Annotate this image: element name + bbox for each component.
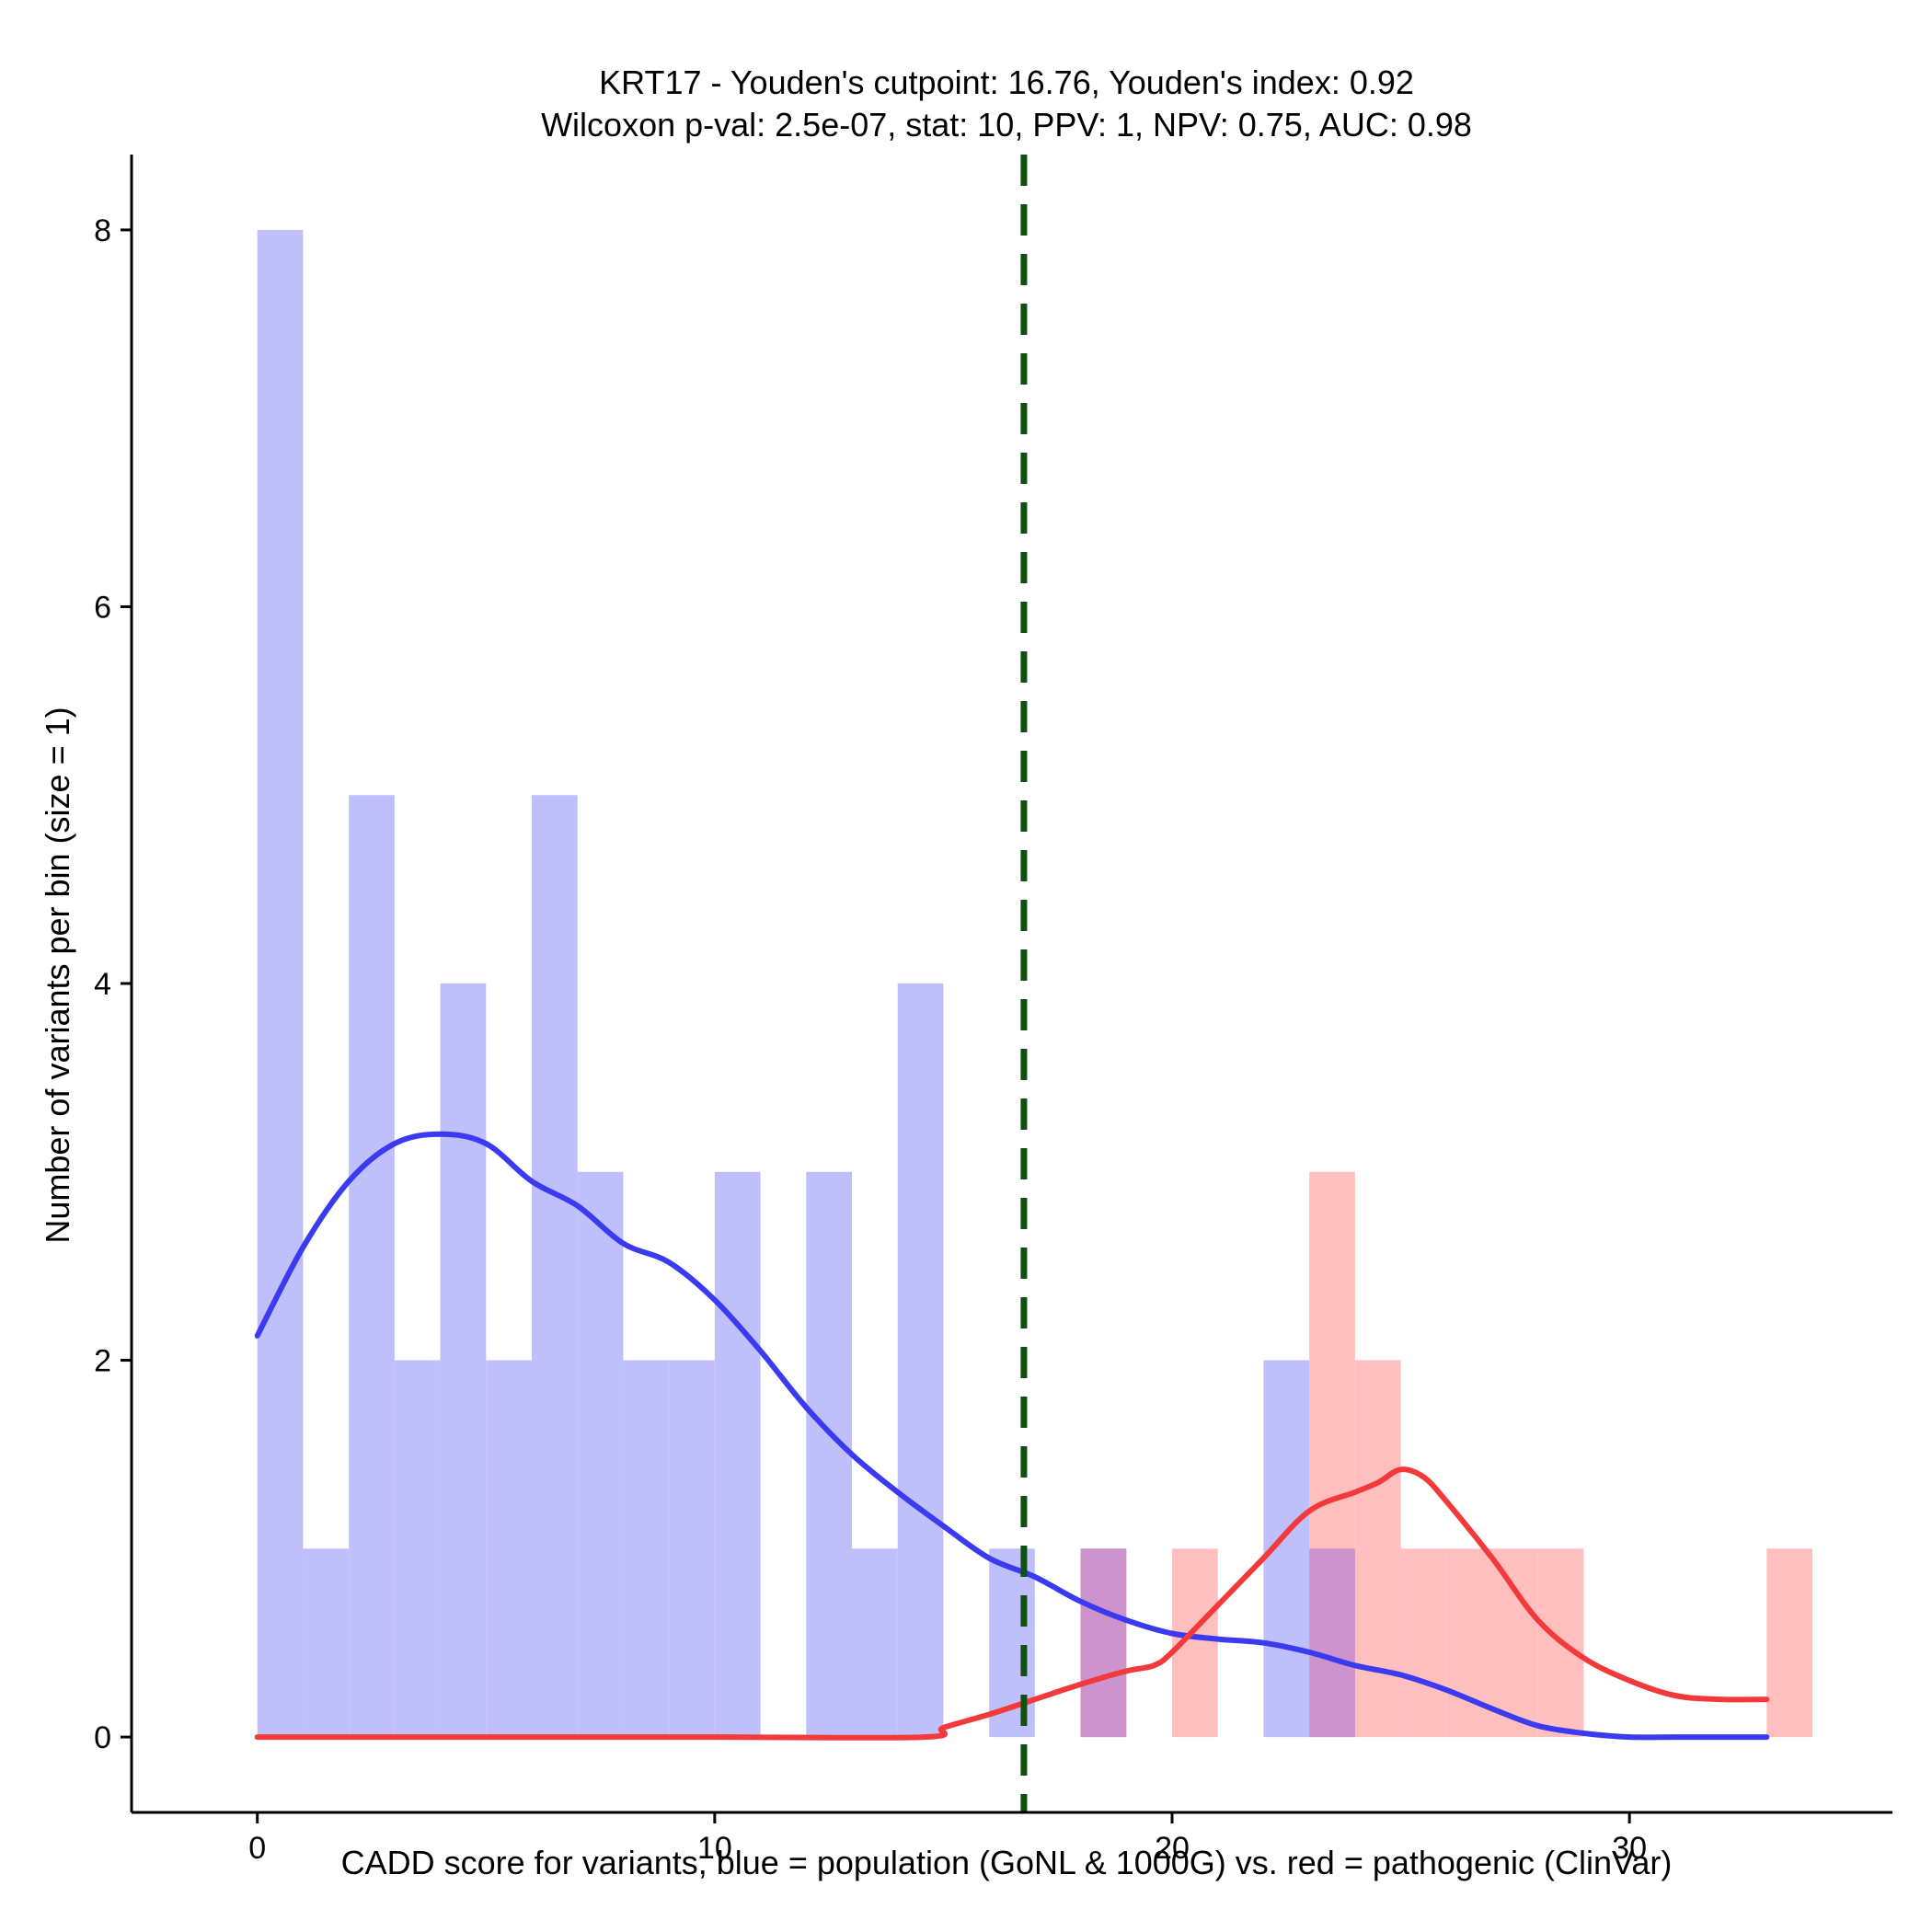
- x-tick-label-10: 10: [697, 1831, 732, 1866]
- ticks: 0 10 20 30 0 2 4 6 8: [94, 213, 1647, 1866]
- pathogenic-density-line: [254, 1466, 1770, 1741]
- population-bar-9: [669, 1360, 715, 1738]
- y-axis-label: Number of variants per bin (size = 1): [39, 707, 76, 1243]
- population-bar-5: [486, 1360, 532, 1738]
- overlap-bar-18: [1080, 1548, 1127, 1738]
- population-bar-10: [714, 1171, 761, 1738]
- chart-title-line-1: KRT17 - Youden's cutpoint: 16.76, Youden…: [599, 63, 1414, 101]
- x-tick-label-0: 0: [248, 1831, 266, 1866]
- pathogenic-bars: [1080, 1171, 1812, 1738]
- population-bar-13: [852, 1548, 898, 1738]
- population-density-line: [254, 1131, 1770, 1741]
- population-bar-2: [349, 795, 395, 1738]
- y-tick-label-4: 4: [94, 967, 111, 1002]
- density-lines: [254, 1131, 1770, 1741]
- overlap-bar-23: [1309, 1548, 1355, 1738]
- population-bar-12: [806, 1171, 852, 1738]
- y-tick-label-0: 0: [94, 1720, 111, 1755]
- population-bar-0: [257, 229, 304, 1738]
- y-tick-label-6: 6: [94, 590, 111, 625]
- population-bar-4: [440, 983, 487, 1738]
- chart-title-line-2: Wilcoxon p-val: 2.5e-07, stat: 10, PPV: …: [541, 106, 1472, 144]
- y-tick-label-2: 2: [94, 1344, 111, 1379]
- pathogenic-bar-27: [1492, 1548, 1538, 1738]
- pathogenic-bar-25: [1400, 1548, 1447, 1738]
- population-bar-14: [897, 983, 944, 1738]
- population-bars: [257, 229, 1355, 1738]
- population-bar-8: [623, 1360, 670, 1738]
- population-bar-1: [303, 1548, 350, 1738]
- x-tick-label-20: 20: [1155, 1831, 1190, 1866]
- pathogenic-bar-33: [1766, 1548, 1812, 1738]
- x-tick-label-30: 30: [1612, 1831, 1647, 1866]
- population-bar-7: [577, 1171, 624, 1738]
- y-tick-label-8: 8: [94, 213, 111, 248]
- population-bar-3: [394, 1360, 441, 1738]
- pathogenic-bar-24: [1354, 1360, 1401, 1738]
- population-bar-6: [532, 795, 578, 1738]
- x-axis-label: CADD score for variants, blue = populati…: [341, 1844, 1673, 1881]
- overlap-bars: [1080, 1548, 1355, 1738]
